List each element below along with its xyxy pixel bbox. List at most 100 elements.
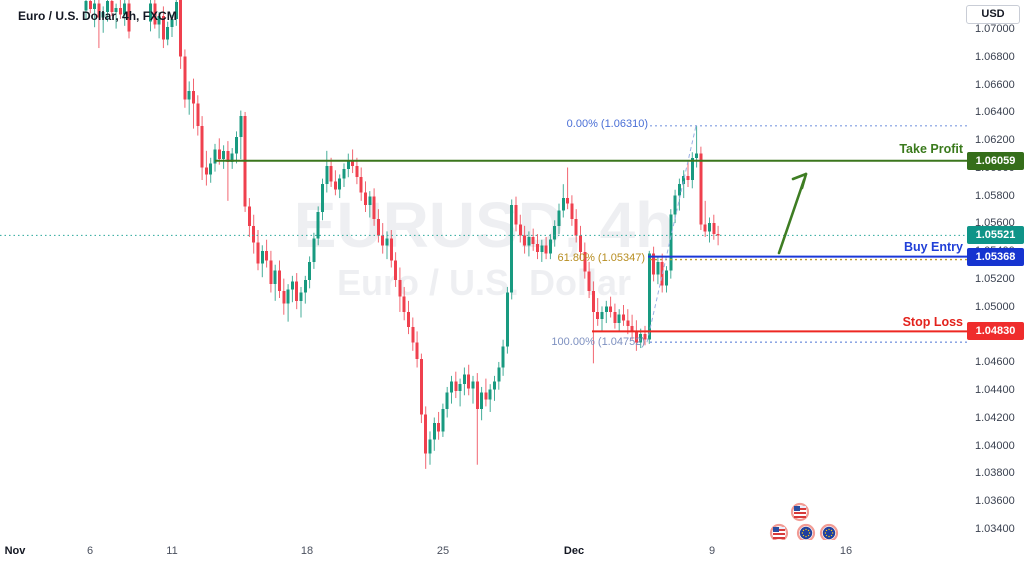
- candle-body: [712, 223, 716, 235]
- candle-body: [708, 223, 711, 232]
- candle-body: [295, 281, 299, 301]
- price-tick-label: 1.06200: [975, 134, 1015, 147]
- fib-100-percent-label[interactable]: 100.00% (1.04752): [551, 336, 645, 348]
- candle-body: [239, 116, 243, 137]
- time-tick-label: 6: [86, 545, 94, 557]
- candle-body: [630, 325, 634, 332]
- candle-body: [557, 210, 561, 226]
- candle-body: [376, 218, 380, 236]
- candle-body: [97, 3, 101, 18]
- candle-body: [527, 236, 531, 246]
- candle-body: [536, 243, 539, 253]
- take-profit-label[interactable]: Take Profit: [899, 142, 963, 156]
- candle-body: [226, 150, 230, 162]
- price-tick-label: 1.06400: [975, 106, 1015, 119]
- candle-body: [716, 234, 720, 236]
- candle-body: [329, 166, 333, 182]
- candle-body: [639, 334, 643, 343]
- candle-body: [561, 198, 565, 211]
- symbol-title[interactable]: Euro / U.S. Dollar, 4h, FXCM: [18, 9, 177, 23]
- stop-loss-price-tag: 1.04830: [967, 322, 1024, 341]
- time-tick-label: 11: [166, 545, 178, 557]
- candle-body: [673, 195, 677, 215]
- fib-0-percent-label[interactable]: 0.00% (1.06310): [566, 118, 648, 130]
- price-tick-label: 1.05200: [975, 273, 1015, 285]
- candle-body: [488, 389, 492, 400]
- candle-body: [286, 289, 290, 304]
- eu-flag-event-icon[interactable]: [819, 523, 839, 543]
- candle-body: [428, 439, 432, 454]
- price-tick-label: 1.04000: [975, 439, 1015, 452]
- candle-body: [123, 3, 127, 15]
- candle-body: [475, 381, 479, 410]
- fib-618-percent-label[interactable]: 61.80% (1.05347): [557, 252, 645, 264]
- buy-entry-price-tag: 1.05368: [967, 247, 1024, 266]
- candle-body: [407, 311, 410, 328]
- candle-body: [170, 18, 174, 28]
- candle-body: [544, 245, 548, 254]
- candle-body: [127, 3, 131, 32]
- candle-body: [299, 292, 303, 301]
- candle-body: [364, 192, 367, 205]
- candle-body: [149, 3, 152, 22]
- price-tick-label: 1.03800: [975, 467, 1015, 480]
- candle-body: [437, 423, 441, 432]
- us-flag-event-icon[interactable]: [769, 523, 789, 543]
- candle-body: [101, 11, 105, 18]
- candle-body: [665, 270, 668, 286]
- candle-body: [432, 423, 436, 440]
- candle-body: [622, 314, 625, 321]
- candle-body: [596, 311, 600, 319]
- candle-body: [290, 281, 294, 290]
- candle-body: [467, 374, 471, 389]
- candle-body: [256, 242, 260, 264]
- us-flag-event-icon[interactable]: [790, 502, 810, 522]
- time-axis[interactable]: Nov 6 11 18 25 Dec 9 16: [0, 540, 1024, 568]
- time-tick-label: 18: [300, 545, 314, 557]
- candle-body: [209, 163, 213, 175]
- candle-body: [514, 205, 518, 225]
- candle-body: [682, 175, 686, 185]
- up-arrow[interactable]: [777, 178, 806, 255]
- candle-body: [200, 125, 204, 168]
- eu-flag-event-icon[interactable]: [796, 523, 816, 543]
- candle-body: [579, 235, 582, 253]
- candle-body: [303, 280, 307, 293]
- price-axis[interactable]: USD 1.07000 1.06800 1.06600 1.06400 1.06200 1…: [966, 0, 1024, 540]
- currency-unit-toggle[interactable]: USD: [966, 5, 1020, 24]
- candle-body: [454, 381, 458, 392]
- fib-trend-connector[interactable]: [646, 125, 697, 343]
- candle-body: [510, 205, 514, 293]
- candle-body: [669, 214, 673, 271]
- candle-body: [398, 280, 402, 297]
- candle-body: [265, 250, 269, 261]
- candle-body: [462, 374, 466, 385]
- candle-body: [604, 306, 608, 312]
- candle-body: [385, 238, 389, 246]
- candle-body: [342, 168, 346, 179]
- candle-body: [424, 414, 428, 454]
- candle-body: [411, 327, 415, 343]
- candle-body: [174, 2, 178, 19]
- candle-body: [458, 384, 462, 392]
- candle-body: [338, 178, 342, 190]
- candle-body: [235, 136, 238, 154]
- candle-body: [325, 166, 329, 185]
- candle-body: [600, 311, 604, 319]
- candle-body: [626, 320, 630, 326]
- candle-body: [106, 0, 109, 12]
- buy-entry-label[interactable]: Buy Entry: [903, 240, 963, 254]
- candle-body: [591, 291, 595, 312]
- stop-loss-label[interactable]: Stop Loss: [902, 315, 963, 329]
- candle-body: [647, 253, 651, 340]
- candle-body: [394, 260, 398, 280]
- candle-body: [110, 0, 114, 12]
- candle-body: [252, 225, 256, 243]
- candle-body: [381, 235, 385, 246]
- candle-body: [351, 160, 355, 167]
- candle-body: [217, 149, 221, 160]
- candle-body: [247, 206, 251, 226]
- candle-body: [583, 252, 587, 272]
